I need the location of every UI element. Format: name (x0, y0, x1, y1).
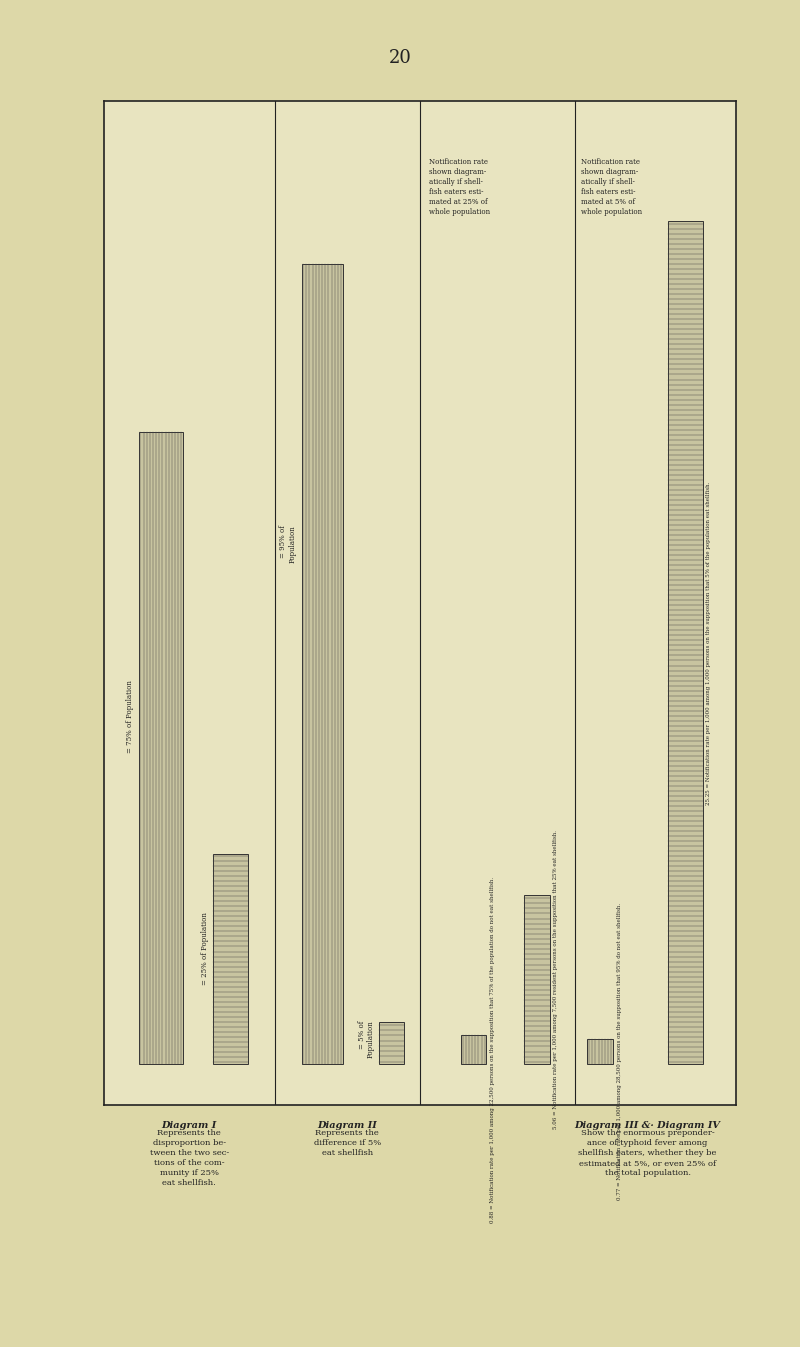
Text: 0.77 = Notification rate per 1,000 among 28,500 persons on the supposition that : 0.77 = Notification rate per 1,000 among… (617, 902, 622, 1200)
Text: 25.25 = Notification rate per 1,000 among 1,000 persons on the supposition that : 25.25 = Notification rate per 1,000 amon… (706, 481, 711, 804)
Text: Represents the
disproportion be-
tween the two sec-
tions of the com-
munity if : Represents the disproportion be- tween t… (150, 1129, 229, 1187)
Text: 20: 20 (389, 48, 411, 67)
Text: = 75% of Population: = 75% of Population (126, 680, 134, 753)
Bar (213, 854, 248, 1064)
Text: Notification rate
shown diagram-
atically if shell-
fish eaters esti-
mated at 2: Notification rate shown diagram- aticall… (430, 158, 490, 217)
Bar (524, 896, 550, 1064)
Text: = 95% of
Population: = 95% of Population (279, 525, 297, 563)
Text: 0.88 = Notification rate per 1,000 among 22,500 persons on the supposition that : 0.88 = Notification rate per 1,000 among… (490, 877, 495, 1223)
Bar (668, 221, 703, 1064)
Text: Diagram III &· Diagram IV: Diagram III &· Diagram IV (574, 1121, 721, 1130)
Text: Notification rate
shown diagram-
atically if shell-
fish eaters esti-
mated at 5: Notification rate shown diagram- aticall… (581, 158, 642, 217)
Bar (138, 432, 183, 1064)
Text: Represents the
difference if 5%
eat shellfish: Represents the difference if 5% eat shel… (314, 1129, 381, 1157)
Text: = 25% of Population: = 25% of Population (202, 912, 210, 985)
Text: Diagram II: Diagram II (318, 1121, 377, 1130)
Text: 5.06 = Notification rate per 1,000 among 7,500 resident persons on the suppositi: 5.06 = Notification rate per 1,000 among… (554, 831, 558, 1129)
Bar (461, 1034, 486, 1064)
Bar (587, 1039, 613, 1064)
Text: Diagram I: Diagram I (162, 1121, 217, 1130)
Text: Show the enormous preponder-
ance of typhoid fever among
shellfish eaters, wheth: Show the enormous preponder- ance of typ… (578, 1129, 717, 1177)
Bar (302, 264, 342, 1064)
Bar (379, 1022, 404, 1064)
Text: = 5% of
Population: = 5% of Population (358, 1020, 375, 1057)
